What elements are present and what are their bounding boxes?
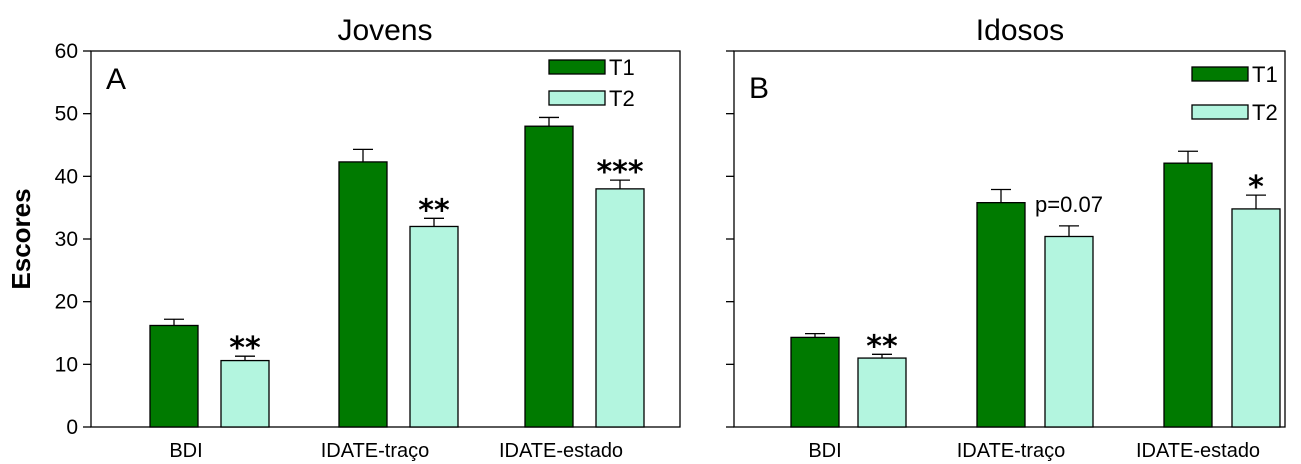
bar-t1 bbox=[790, 336, 840, 428]
legend-label: T1 bbox=[1252, 62, 1278, 87]
bar-t1 bbox=[149, 324, 199, 428]
bar-t1 bbox=[976, 202, 1026, 428]
y-tick-label: 20 bbox=[55, 291, 78, 314]
chart-panel-idosos: Idosos BDI IDATE-traço IDATE-estado ** p=0.07… bbox=[726, 14, 1286, 462]
legend: T1 T2 bbox=[1191, 62, 1278, 125]
chart-panel-jovens: Jovens 0 10 20 30 40 50 60 Escores BDI IDATE-traço… bbox=[6, 14, 681, 462]
y-tick-label: 60 bbox=[55, 40, 78, 63]
chart-title: Jovens bbox=[337, 14, 432, 47]
x-category-label: IDATE-estado bbox=[499, 440, 623, 462]
legend-swatch-t1 bbox=[548, 59, 606, 75]
bar-t1 bbox=[524, 125, 574, 428]
bar-t2 bbox=[857, 357, 907, 428]
significance-stars: *** bbox=[596, 155, 643, 190]
bar-t2 bbox=[220, 359, 270, 428]
y-tick-label: 0 bbox=[66, 416, 78, 439]
significance-stars: ** bbox=[418, 193, 450, 228]
x-category-label: IDATE-estado bbox=[1136, 440, 1260, 462]
x-category-label: IDATE-traço bbox=[957, 440, 1066, 462]
y-axis-label: Escores bbox=[6, 188, 36, 289]
y-tick-label: 50 bbox=[55, 103, 78, 126]
bar-t2 bbox=[1044, 235, 1094, 428]
p-value-label: p=0.07 bbox=[1035, 192, 1103, 217]
legend-label: T2 bbox=[609, 86, 635, 111]
legend-swatch-t2 bbox=[1191, 104, 1249, 120]
significance-stars: * bbox=[1248, 170, 1264, 205]
bar-t1 bbox=[338, 161, 388, 428]
legend-label: T1 bbox=[609, 55, 635, 80]
significance-stars: ** bbox=[866, 329, 898, 364]
bar-t1 bbox=[1163, 162, 1213, 428]
panel-letter: B bbox=[749, 72, 769, 105]
legend-swatch-t1 bbox=[1191, 66, 1249, 82]
x-category-label: BDI bbox=[808, 440, 841, 462]
bar-t2 bbox=[595, 188, 645, 428]
chart-title: Idosos bbox=[976, 14, 1064, 47]
legend-label: T2 bbox=[1252, 100, 1278, 125]
bar-t2 bbox=[409, 225, 459, 428]
significance-stars: ** bbox=[229, 331, 261, 366]
y-tick-label: 40 bbox=[55, 165, 78, 188]
y-tick-label: 10 bbox=[55, 353, 78, 376]
bar-t2 bbox=[1231, 208, 1281, 428]
y-tick-label: 30 bbox=[55, 228, 78, 251]
panel-letter: A bbox=[106, 63, 126, 96]
x-category-label: IDATE-traço bbox=[321, 440, 430, 462]
legend-swatch-t2 bbox=[548, 90, 606, 106]
x-category-label: BDI bbox=[169, 440, 202, 462]
